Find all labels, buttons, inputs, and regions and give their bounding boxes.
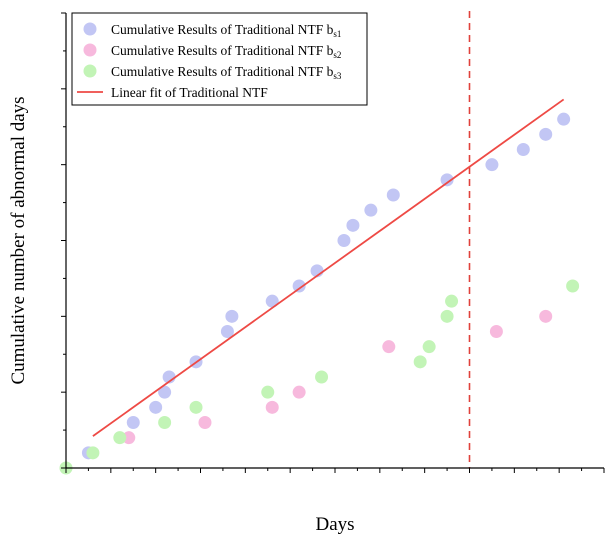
legend-marker-s1 (83, 22, 97, 36)
scatter-point-s1 (386, 188, 400, 202)
scatter-point-s1 (539, 127, 553, 141)
scatter-point-s3 (440, 309, 454, 323)
scatter-point-s1 (126, 416, 140, 429)
scatter-point-s1 (557, 112, 571, 126)
legend-entry-subscript: s2 (333, 50, 341, 60)
scatter-point-s1 (337, 234, 351, 247)
scatter-point-s2 (489, 325, 503, 338)
legend-entry: Cumulative Results of Traditional NTF bs… (111, 64, 342, 81)
y-axis-title: Cumulative number of abnormal days (8, 96, 29, 384)
linear-fit-line (92, 98, 565, 437)
legend-marker-s3 (83, 64, 97, 78)
scatter-point-s3 (86, 446, 100, 460)
scatter-point-s3 (113, 431, 127, 445)
legend-box (71, 12, 368, 106)
legend-entry-label: Linear fit of Traditional NTF (111, 85, 268, 100)
scatter-point-s2 (265, 400, 279, 414)
legend-entry: Cumulative Results of Traditional NTF bs… (111, 43, 341, 60)
legend-entry-label: Cumulative Results of Traditional NTF b (111, 64, 334, 79)
scatter-point-s1 (220, 325, 234, 338)
scatter-point-s3 (422, 340, 436, 354)
x-axis-title: Days (315, 514, 354, 535)
scatter-point-s3 (315, 370, 329, 384)
scatter-point-s1 (346, 218, 360, 232)
legend-entry-label: Cumulative Results of Traditional NTF b (111, 43, 334, 58)
scatter-point-s2 (539, 309, 553, 323)
legend-marker-s2 (83, 43, 97, 57)
plot-marks (59, 11, 580, 475)
scatter-point-s2 (122, 431, 136, 445)
scatter-point-s1 (225, 309, 239, 323)
legend-entry-subscript: s3 (333, 71, 342, 81)
legend-entry: Cumulative Results of Traditional NTF bs… (111, 22, 341, 39)
scatter-point-s1 (440, 173, 454, 187)
scatter-point-s1 (364, 203, 378, 217)
scatter-point-s1 (158, 385, 172, 399)
scatter-point-s3 (261, 385, 275, 399)
axes (61, 12, 605, 473)
legend-entry-subscript: s1 (333, 29, 341, 39)
legend-entry: Linear fit of Traditional NTF (111, 85, 268, 100)
legend-entry-label: Cumulative Results of Traditional NTF b (111, 22, 334, 37)
scatter-point-s3 (566, 279, 580, 293)
scatter-point-s2 (382, 340, 396, 354)
scatter-point-s1 (485, 158, 499, 172)
scatter-point-s3 (158, 416, 172, 429)
scatter-point-s3 (445, 294, 459, 308)
scatter-point-s2 (292, 385, 306, 399)
scatter-point-s1 (516, 143, 530, 156)
scatter-point-s3 (413, 355, 427, 369)
scatter-point-s1 (149, 400, 163, 414)
scatter-point-s2 (198, 416, 212, 429)
scatter-point-s3 (189, 400, 203, 414)
legend: Cumulative Results of Traditional NTF bs… (71, 12, 368, 106)
scatter-point-s1 (265, 294, 279, 308)
scatter-point-s1 (292, 279, 306, 293)
